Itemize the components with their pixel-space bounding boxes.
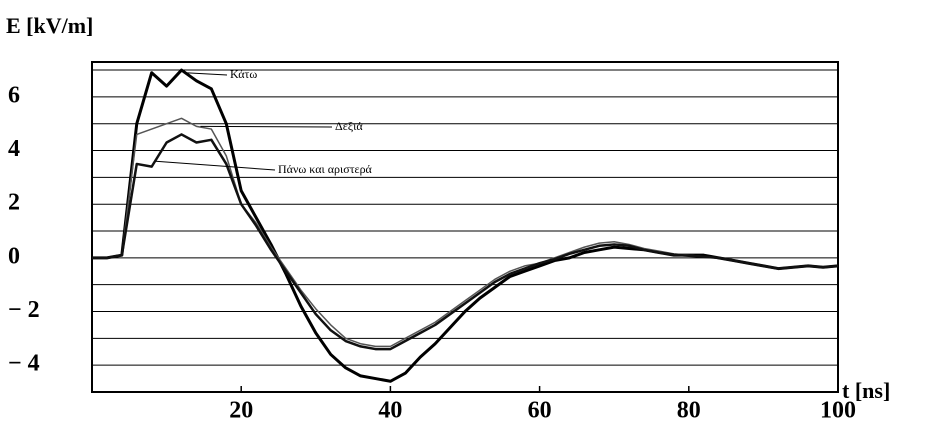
series-line [92, 133, 839, 351]
series-annotation: Δεξιά [335, 119, 363, 133]
x-tick-label: 60 [528, 398, 552, 423]
y-tick-label: 2 [8, 190, 20, 216]
annotation-arrow [155, 160, 276, 171]
y-axis-label: E [kV/m] [6, 13, 93, 38]
y-tick-label: − 2 [8, 297, 40, 323]
x-tick-label: 80 [677, 398, 701, 423]
y-tick-label: 6 [8, 82, 20, 108]
plot-frame [91, 61, 839, 393]
x-axis-label: t [ns] [842, 378, 890, 403]
annotation-arrow [200, 125, 333, 128]
series-annotation: Πάνω και αριστερά [278, 162, 373, 176]
y-tick-label: 4 [8, 136, 20, 162]
series-annotation: Κάτω [230, 67, 257, 81]
y-tick-label: 0 [8, 243, 20, 269]
x-tick-label: 100 [820, 398, 856, 423]
y-tick-label: − 4 [8, 351, 40, 377]
x-tick-label: 20 [229, 398, 253, 423]
annotation-arrow [185, 72, 228, 76]
series-line [92, 68, 839, 383]
x-tick-label: 40 [378, 398, 402, 423]
